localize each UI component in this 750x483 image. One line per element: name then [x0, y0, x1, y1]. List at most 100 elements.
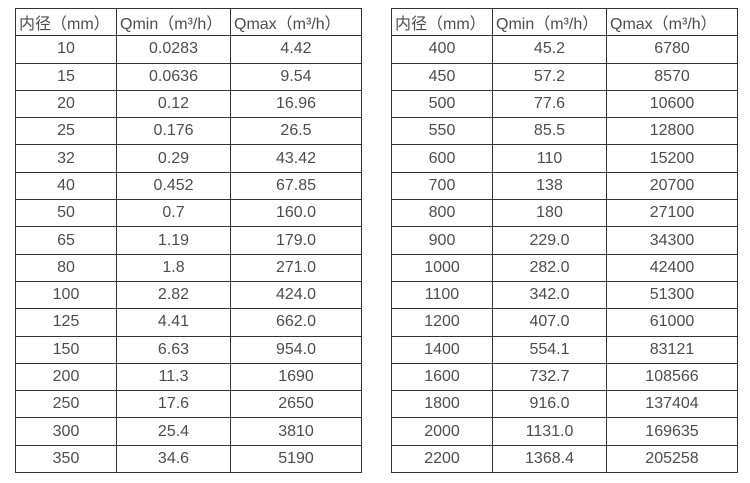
table-cell: 125	[15, 308, 117, 337]
table-cell: 80	[15, 253, 117, 282]
table-cell: 108566	[606, 362, 738, 392]
table-cell: 20700	[606, 171, 738, 201]
table-row: 1400 554.1 83121	[391, 335, 738, 364]
table-cell: 407.0	[492, 308, 607, 337]
table-cell: 282.0	[492, 253, 607, 282]
table-cell: 32	[15, 144, 117, 173]
table-cell: 10	[15, 35, 117, 64]
table-cell: 12800	[606, 117, 738, 146]
table-cell: 77.6	[492, 89, 607, 119]
table-row: 200 11.3 1690	[15, 362, 362, 392]
table-cell: 450	[391, 62, 493, 91]
table-cell: 205258	[606, 444, 738, 474]
table-cell: 34.6	[116, 444, 231, 474]
table-cell: 300	[15, 417, 117, 446]
table-cell: 67.85	[230, 171, 362, 201]
table-cell: 1000	[391, 253, 493, 282]
table-row: 1100 342.0 51300	[391, 280, 738, 310]
table-cell: 26.5	[230, 117, 362, 146]
table-row: 350 34.6 5190	[15, 444, 362, 474]
table-cell: 150	[15, 335, 117, 364]
table-cell: 662.0	[230, 308, 362, 337]
table-row: 125 4.41 662.0	[15, 308, 362, 337]
table-cell: 4.42	[230, 35, 362, 64]
table-cell: 0.12	[116, 89, 231, 119]
table-cell: 169635	[606, 417, 738, 446]
table-row: 1000 282.0 42400	[391, 253, 738, 282]
table-row: 1200 407.0 61000	[391, 308, 738, 337]
table-cell: 20	[15, 89, 117, 119]
table-cell: 100	[15, 280, 117, 310]
table-cell: 800	[391, 199, 493, 228]
header-row: 内径（mm） Qmin（m³/h） Qmax（m³/h）	[391, 7, 738, 37]
table-cell: 1200	[391, 308, 493, 337]
table-cell: 45.2	[492, 35, 607, 64]
table-cell: 25.4	[116, 417, 231, 446]
table-row: 300 25.4 3810	[15, 417, 362, 446]
table-cell: 554.1	[492, 335, 607, 364]
table-cell: 40	[15, 171, 117, 201]
table-row: 900 229.0 34300	[391, 226, 738, 255]
column-header: Qmin（m³/h）	[116, 7, 231, 37]
table-cell: 83121	[606, 335, 738, 364]
table-cell: 1690	[230, 362, 362, 392]
table-cell: 110	[492, 144, 607, 173]
table-row: 400 45.2 6780	[391, 35, 738, 64]
table-cell: 1100	[391, 280, 493, 310]
column-header: Qmax（m³/h）	[230, 7, 362, 37]
table-cell: 15	[15, 62, 117, 91]
table-row: 2000 1131.0 169635	[391, 417, 738, 446]
table-row: 10 0.0283 4.42	[15, 35, 362, 64]
table-cell: 2650	[230, 390, 362, 419]
table-cell: 180	[492, 199, 607, 228]
table-cell: 137404	[606, 390, 738, 419]
table-cell: 42400	[606, 253, 738, 282]
table-cell: 34300	[606, 226, 738, 255]
table-cell: 229.0	[492, 226, 607, 255]
table-row: 15 0.0636 9.54	[15, 62, 362, 91]
table-cell: 424.0	[230, 280, 362, 310]
table-cell: 2000	[391, 417, 493, 446]
table-row: 80 1.8 271.0	[15, 253, 362, 282]
table-row: 2200 1368.4 205258	[391, 444, 738, 474]
table-row: 500 77.6 10600	[391, 89, 738, 119]
table-cell: 17.6	[116, 390, 231, 419]
table-cell: 1.19	[116, 226, 231, 255]
table-cell: 550	[391, 117, 493, 146]
table-cell: 138	[492, 171, 607, 201]
table-cell: 11.3	[116, 362, 231, 392]
table-cell: 500	[391, 89, 493, 119]
table-cell: 250	[15, 390, 117, 419]
table-cell: 1131.0	[492, 417, 607, 446]
table-cell: 16.96	[230, 89, 362, 119]
column-header: 内径（mm）	[15, 7, 117, 37]
column-header: Qmax（m³/h）	[606, 7, 738, 37]
table-cell: 1368.4	[492, 444, 607, 474]
table-cell: 400	[391, 35, 493, 64]
table-row: 65 1.19 179.0	[15, 226, 362, 255]
table-cell: 27100	[606, 199, 738, 228]
table-row: 600 110 15200	[391, 144, 738, 173]
flow-range-table-left: 内径（mm） Qmin（m³/h） Qmax（m³/h） 10 0.0283 4.42 15…	[15, 7, 362, 474]
table-cell: 1400	[391, 335, 493, 364]
table-cell: 85.5	[492, 117, 607, 146]
table-cell: 271.0	[230, 253, 362, 282]
column-header: 内径（mm）	[391, 7, 493, 37]
table-row: 20 0.12 16.96	[15, 89, 362, 119]
table-cell: 0.0283	[116, 35, 231, 64]
table-cell: 732.7	[492, 362, 607, 392]
table-cell: 916.0	[492, 390, 607, 419]
table-row: 25 0.176 26.5	[15, 117, 362, 146]
table-cell: 200	[15, 362, 117, 392]
table-cell: 1600	[391, 362, 493, 392]
table-cell: 0.29	[116, 144, 231, 173]
table-row: 40 0.452 67.85	[15, 171, 362, 201]
table-cell: 25	[15, 117, 117, 146]
table-cell: 350	[15, 444, 117, 474]
table-row: 700 138 20700	[391, 171, 738, 201]
table-cell: 1.8	[116, 253, 231, 282]
table-cell: 61000	[606, 308, 738, 337]
table-cell: 3810	[230, 417, 362, 446]
table-cell: 4.41	[116, 308, 231, 337]
